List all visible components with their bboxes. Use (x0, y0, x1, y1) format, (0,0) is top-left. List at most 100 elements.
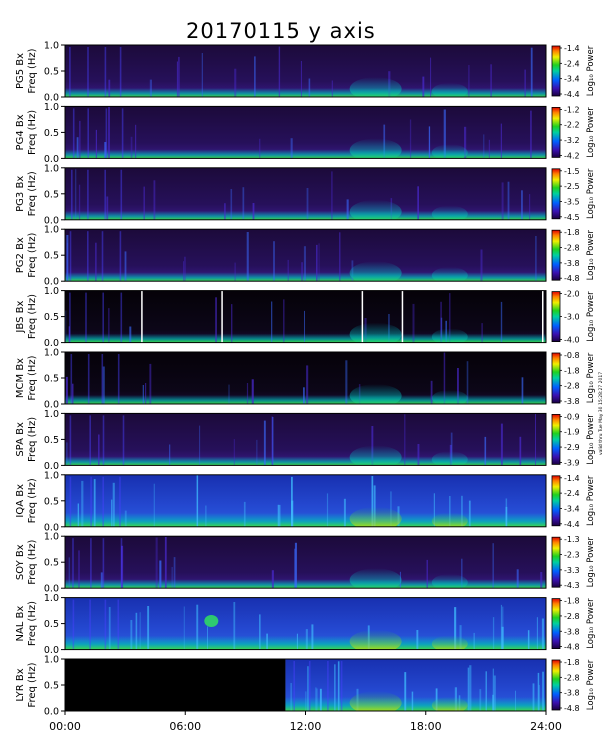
colorbar-tick-label: -3.4 (564, 75, 580, 84)
streak (100, 572, 103, 589)
y-axis-label: PG3 Bx (15, 176, 26, 212)
panel-pg4: 0.0 0.5 1.0 PG4 Bx Freq (Hz) -1.2 -2.2 -3.2 -4.2… (15, 102, 596, 165)
y-tick-label: 0.0 (44, 215, 59, 226)
streak (75, 169, 77, 220)
streak (303, 246, 306, 282)
streak (145, 383, 147, 404)
streak (454, 607, 457, 650)
streak (259, 138, 261, 159)
streak (371, 476, 374, 527)
streak (233, 439, 235, 466)
streak (404, 414, 406, 466)
streak (77, 503, 79, 527)
streak (483, 134, 485, 159)
streak (466, 361, 469, 404)
streak (294, 548, 296, 589)
streak (105, 108, 108, 159)
colorbar-tick-label: -1.5 (564, 167, 580, 176)
streak (540, 572, 543, 589)
colorbar-tick-label: -1.9 (564, 428, 580, 437)
streak (521, 190, 523, 220)
activity-region (349, 691, 402, 711)
streak (183, 261, 184, 282)
y-tick-label: 0.0 (44, 522, 59, 533)
streak (443, 109, 446, 159)
streak (500, 604, 502, 650)
streak (66, 442, 68, 466)
colorbar-label: Log₁₀ Power (586, 229, 596, 280)
y-tick-label: 0.5 (44, 251, 59, 262)
streak (130, 620, 133, 650)
streak (519, 436, 522, 466)
colorbar-label: Log₁₀ Power (586, 598, 596, 649)
y-tick-label: 0.5 (44, 496, 59, 507)
streak (426, 559, 428, 589)
streak (164, 537, 167, 589)
colorbar-tick-label: -1.3 (564, 535, 580, 544)
streak (243, 501, 246, 527)
x-tick-label: 24:00 (530, 720, 562, 733)
streak (301, 262, 303, 282)
streak (461, 495, 463, 527)
streak (102, 366, 105, 404)
panel-lyr: 0.0 0.5 1.0 LYR Bx Freq (Hz) -1.8 -2.8 -3.8 -4.8… (15, 655, 596, 718)
data-gap-marker (401, 290, 404, 343)
y-tick-label: 0.0 (44, 154, 59, 165)
streak (505, 506, 508, 527)
low-frequency-band (65, 635, 546, 650)
streak (69, 231, 72, 282)
streak (108, 308, 110, 343)
streak (291, 500, 294, 527)
streak (139, 612, 141, 650)
panel-pg2: 0.0 0.5 1.0 PG2 Bx Freq (Hz) -1.8 -2.8 -3.8 -4.8… (15, 225, 596, 288)
streak (521, 377, 524, 404)
streak (153, 483, 155, 527)
streak (104, 599, 107, 650)
streak (196, 475, 199, 527)
streak (340, 661, 343, 711)
y-tick-label: 0.5 (44, 558, 59, 569)
colorbar (551, 413, 561, 465)
streak (87, 354, 90, 404)
streak (108, 607, 111, 650)
streak (149, 79, 152, 97)
streak (70, 354, 73, 404)
y-tick-label: 1.0 (44, 286, 59, 297)
streak (271, 416, 273, 466)
spectrogram-lyr (65, 659, 546, 711)
y-tick-label: 1.0 (44, 409, 59, 420)
streak (507, 181, 510, 220)
streak (422, 76, 425, 97)
panel-nal: 0.0 0.5 1.0 NAL Bx Freq (Hz) -1.8 -2.8 -3.8 -4.8… (15, 593, 596, 656)
y-axis-label: Freq (Hz) (27, 662, 38, 707)
streak (117, 354, 120, 404)
y-tick-label: 1.0 (44, 655, 59, 666)
streak (122, 415, 125, 466)
streak (81, 480, 84, 527)
spectrogram-soy (65, 536, 546, 589)
data-gap-marker (541, 290, 544, 343)
streak (251, 379, 254, 404)
activity-region (431, 696, 468, 711)
streak (87, 169, 89, 220)
activity-region (431, 267, 468, 282)
streak (102, 476, 104, 527)
streak (318, 243, 320, 282)
colorbar-tick-label: -3.8 (564, 689, 580, 698)
streak (199, 425, 201, 466)
colorbar-tick-label: -3.2 (564, 136, 580, 145)
low-frequency-band (65, 88, 546, 97)
streak (101, 231, 104, 282)
streak (334, 664, 336, 711)
streak (171, 567, 173, 589)
activity-region (204, 615, 219, 627)
y-axis-label: Freq (Hz) (27, 540, 38, 585)
streak (121, 108, 124, 159)
streak (102, 538, 105, 589)
streak (532, 683, 535, 711)
streak (485, 671, 487, 711)
colorbar (551, 536, 561, 588)
streak (473, 632, 475, 650)
streak (120, 169, 123, 220)
